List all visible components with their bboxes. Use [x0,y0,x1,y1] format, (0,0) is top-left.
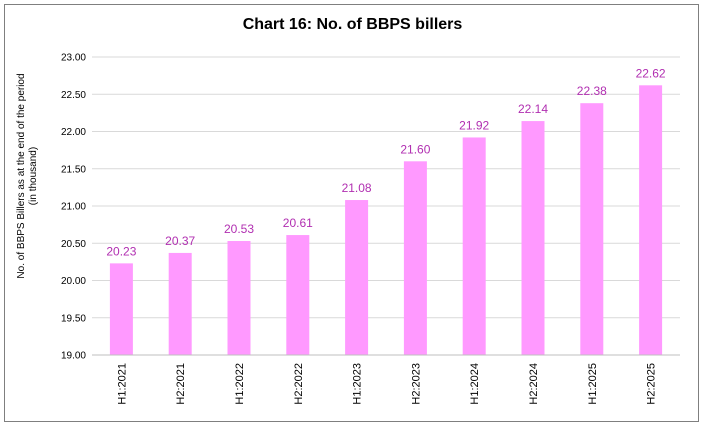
y-tick-label: 23.00 [61,53,86,64]
bar [580,103,604,355]
y-tick-label: 20.50 [61,239,86,250]
chart-title: Chart 16: No. of BBPS billers [242,16,463,33]
y-tick-label: 22.00 [61,127,86,138]
x-tick-labels: H1:2021 H2:2021 H1:2022 H2:2022 H1:2023 H2:20… [116,363,657,405]
value-label: 20.53 [224,222,254,236]
y-tick-label: 19.50 [61,313,86,324]
bar [403,161,427,355]
x-tick-label: H2:2023 [410,363,422,405]
value-label: 21.60 [400,142,430,156]
x-tick-label: H2:2022 [293,363,305,405]
x-tick-label: H2:2024 [528,363,540,405]
bar [227,241,251,355]
bar [286,235,310,355]
x-tick-label: H1:2025 [587,363,599,405]
x-tick-label: H2:2025 [646,363,658,405]
y-tick-label: 20.00 [61,276,86,287]
bar [639,85,663,355]
value-label: 20.23 [106,244,136,258]
value-label: 22.14 [518,102,548,116]
bar [345,200,369,355]
y-tick-label: 22.50 [61,90,86,101]
bar [462,137,486,355]
bars [109,85,663,355]
y-tick-labels: 19.00 19.50 20.00 20.50 21.00 21.50 22.00 22.50… [61,53,86,362]
value-label: 22.38 [577,84,607,98]
value-labels: 20.23 20.37 20.53 20.61 21.08 21.60 21.92 22.14… [106,66,666,258]
value-label: 20.37 [165,234,195,248]
y-tick-label: 19.00 [61,351,86,362]
bar [168,252,192,355]
value-label: 21.08 [342,181,372,195]
x-tick-label: H2:2021 [175,363,187,405]
value-label: 20.61 [283,216,313,230]
y-tick-label: 21.50 [61,164,86,175]
x-tick-label: H1:2022 [234,363,246,405]
bar [109,263,133,355]
value-label: 22.62 [636,66,666,80]
x-tick-label: H1:2021 [116,363,128,405]
value-label: 21.92 [459,118,489,132]
bar [521,121,545,355]
y-tick-label: 21.00 [61,202,86,213]
x-tick-label: H1:2024 [469,363,481,405]
x-tick-label: H1:2023 [352,363,364,405]
